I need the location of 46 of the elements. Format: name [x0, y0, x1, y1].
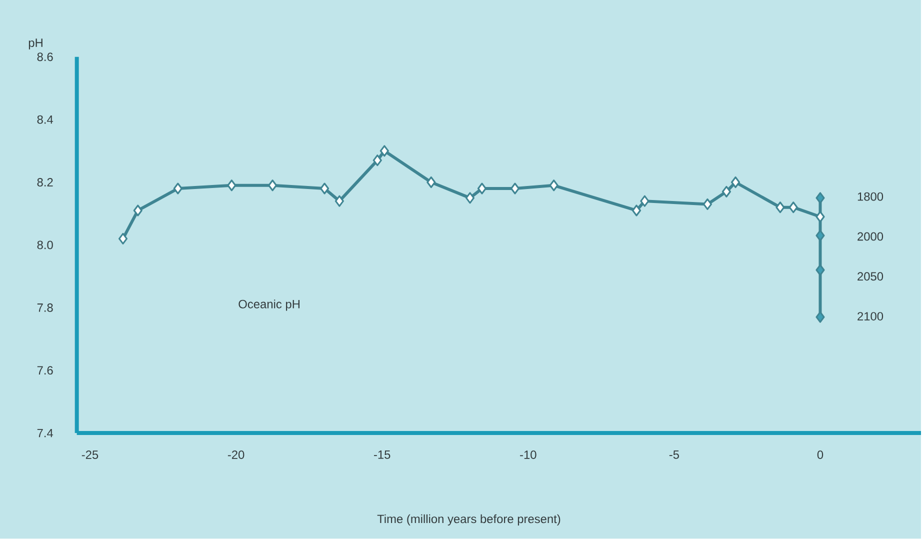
x-axis-title: Time (million years before present)	[377, 514, 560, 526]
point	[268, 180, 278, 192]
point	[702, 198, 712, 210]
point	[118, 232, 128, 245]
point	[640, 195, 650, 207]
x-tick-label: -15	[374, 450, 390, 459]
x-tick-label: 0	[817, 450, 824, 460]
point	[477, 182, 487, 194]
x-tick-label: -25	[82, 450, 98, 460]
point	[788, 202, 798, 214]
y-tick-label: 8.2	[37, 178, 53, 187]
point	[334, 195, 344, 207]
y-tick-label: 7.4	[37, 429, 54, 438]
annotation: 2100	[858, 312, 884, 321]
point	[372, 154, 382, 166]
x-tick-label: -20	[228, 450, 244, 460]
point	[320, 182, 330, 194]
point	[816, 211, 825, 223]
point	[510, 182, 520, 194]
point	[632, 204, 642, 216]
point	[776, 202, 785, 214]
point	[730, 176, 740, 188]
x-tick-label: -5	[669, 450, 679, 459]
point	[816, 311, 825, 323]
point	[722, 186, 732, 198]
point	[465, 192, 475, 204]
y-tick-label: 7.6	[37, 366, 53, 375]
point	[426, 176, 436, 188]
point	[816, 230, 825, 242]
y-tick-label: 7.8	[37, 304, 53, 312]
point	[133, 204, 142, 216]
y-tick-label: 8.0	[37, 240, 53, 250]
annotation: 2050	[858, 272, 884, 281]
y-axis-title: pH	[28, 38, 42, 50]
y-tick-label: 8.4	[37, 115, 54, 124]
point	[173, 182, 182, 194]
x-tick-label: -10	[520, 450, 536, 460]
point	[549, 180, 558, 192]
point	[816, 264, 825, 276]
point	[380, 145, 389, 157]
annotation: Oceanic pH	[238, 300, 300, 311]
annotation: 2000	[858, 232, 884, 241]
y-tick-label: 8.6	[37, 52, 53, 62]
point	[816, 192, 825, 204]
point	[227, 180, 236, 192]
annotation: 1800	[858, 192, 884, 201]
